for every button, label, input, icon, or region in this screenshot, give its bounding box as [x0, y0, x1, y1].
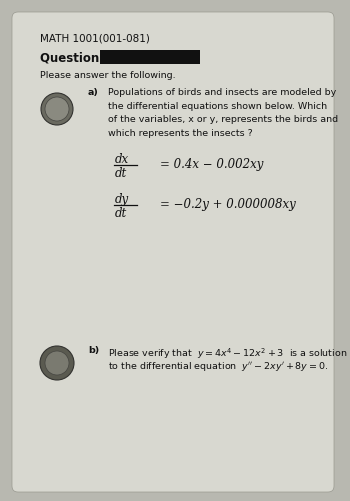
Text: Please verify that  $y = 4x^4-12x^2+3$  is a solution: Please verify that $y = 4x^4-12x^2+3$ is… [108, 346, 347, 361]
Circle shape [40, 346, 74, 380]
Text: Populations of birds and insects are modeled by: Populations of birds and insects are mod… [108, 88, 336, 97]
Text: of the variables, x or y, represents the birds and: of the variables, x or y, represents the… [108, 115, 338, 124]
Circle shape [41, 93, 73, 125]
Text: which represents the insects ?: which represents the insects ? [108, 128, 253, 137]
Text: a): a) [88, 88, 99, 97]
Text: MATH 1001(001-081): MATH 1001(001-081) [40, 33, 150, 43]
Text: Please answer the following.: Please answer the following. [40, 71, 176, 80]
Circle shape [45, 97, 69, 121]
Text: dt: dt [115, 167, 127, 180]
FancyBboxPatch shape [12, 12, 334, 492]
Text: dy: dy [115, 193, 129, 206]
Text: the differential equations shown below. Which: the differential equations shown below. … [108, 102, 327, 111]
Text: dx: dx [115, 153, 129, 166]
Text: Question #9: Question #9 [40, 51, 121, 64]
Bar [100, 50, 200, 64]
Text: = −0.2y + 0.000008xy: = −0.2y + 0.000008xy [160, 198, 296, 211]
Text: dt: dt [115, 207, 127, 220]
Text: = 0.4x − 0.002xy: = 0.4x − 0.002xy [160, 158, 263, 171]
Text: b): b) [88, 346, 99, 355]
Text: to the differential equation  $y''-2xy'+8y = 0.$: to the differential equation $y''-2xy'+8… [108, 360, 328, 373]
Circle shape [45, 351, 69, 375]
